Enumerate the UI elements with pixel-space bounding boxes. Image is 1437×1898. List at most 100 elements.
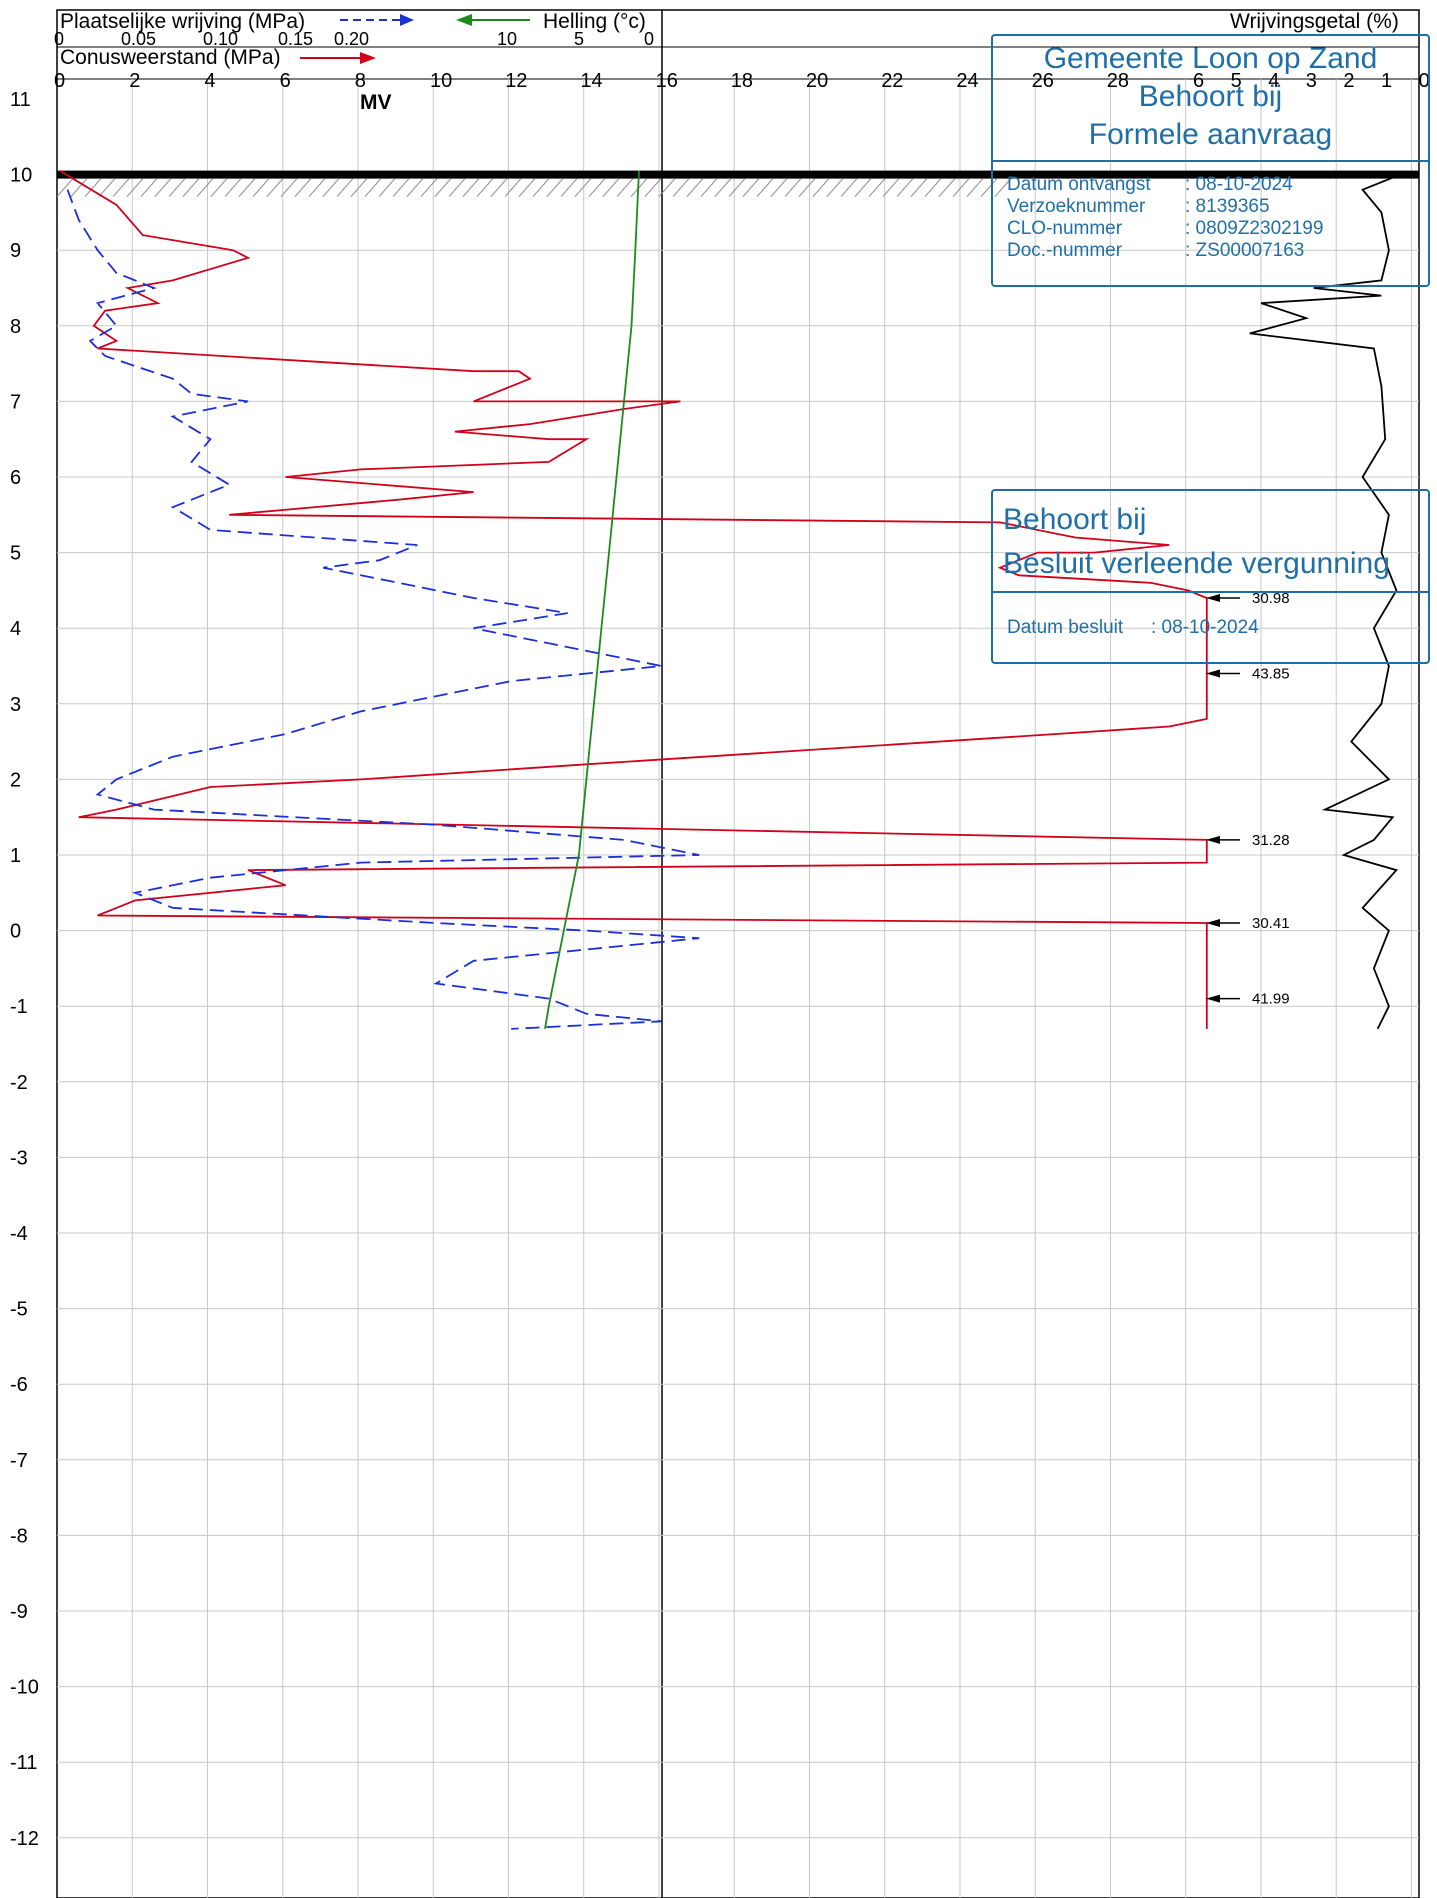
- surface-hatch-line: [840, 178, 858, 197]
- cone-tick-label: 26: [1032, 70, 1054, 92]
- stamp-clo-row: CLO-nummer : 0809Z2302199: [1007, 218, 1414, 240]
- depth-tick-label: 9: [10, 240, 21, 262]
- surface-hatch-line: [700, 178, 718, 197]
- cone-tick-label: 4: [204, 70, 215, 92]
- surface-hatch-line: [924, 178, 942, 197]
- surface-hatch-line: [658, 178, 676, 197]
- surface-hatch-line: [84, 178, 102, 197]
- depth-tick-label: 1: [10, 845, 21, 867]
- cone-resistance-line: [59, 170, 1208, 1029]
- depth-tick-label: 11: [10, 89, 31, 111]
- surface-hatch-line: [490, 178, 508, 197]
- surface-hatch-line: [756, 178, 774, 197]
- surface-hatch-line: [476, 178, 494, 197]
- incline-tick-label: 0: [644, 29, 654, 49]
- stamp-decision-date-key: Datum besluit: [1007, 617, 1124, 638]
- surface-hatch-line: [196, 178, 214, 197]
- surface-hatch-line: [504, 178, 522, 197]
- surface-hatch-line: [518, 178, 536, 197]
- cone-tick-label: 2: [129, 70, 140, 92]
- annotation-arrow: [1206, 669, 1220, 678]
- ratio-tick-label: 3: [1306, 70, 1317, 92]
- stamp-decision-details: Datum besluit : 08-10-2024: [993, 593, 1428, 663]
- stamp-doc-value: : ZS00007163: [1185, 240, 1305, 261]
- depth-tick-label: 5: [10, 543, 21, 565]
- surface-hatch-line: [560, 178, 578, 197]
- surface-hatch-line: [588, 178, 606, 197]
- cone-axis-title: Conusweerstand (MPa): [60, 46, 281, 69]
- ratio-axis-title: Wrijvingsgetal (%): [1230, 10, 1399, 33]
- surface-hatch-line: [770, 178, 788, 197]
- surface-hatch-line: [98, 178, 116, 197]
- surface-hatch-line: [140, 178, 158, 197]
- surface-hatch-line: [532, 178, 550, 197]
- cone-tick-label: 14: [580, 70, 602, 92]
- surface-hatch-line: [392, 178, 410, 197]
- stamp-decision-title: Besluit verleende vergunning: [1003, 547, 1390, 580]
- surface-hatch-line: [686, 178, 704, 197]
- cone-tick-label: 28: [1107, 70, 1129, 92]
- surface-hatch-line: [210, 178, 228, 197]
- annotation-value-label: 43.85: [1252, 666, 1290, 683]
- surface-hatch-line: [336, 178, 354, 197]
- surface-hatch-line: [350, 178, 368, 197]
- friction-legend-arrow: [400, 14, 414, 26]
- surface-hatch-line: [252, 178, 270, 197]
- stamp-doc-row: Doc.-nummer : ZS00007163: [1007, 240, 1414, 262]
- depth-tick-label: -2: [10, 1072, 28, 1094]
- surface-hatch-line: [182, 178, 200, 197]
- surface-hatch-line: [714, 178, 732, 197]
- friction-tick-label: 0.15: [278, 29, 313, 49]
- stamp-request-type: Formele aanvraag: [1088, 118, 1333, 151]
- stamp-received-key: Datum ontvangst: [1007, 174, 1151, 195]
- surface-hatch-line: [126, 178, 144, 197]
- depth-tick-label: -6: [10, 1374, 28, 1396]
- depth-tick-label: 8: [10, 316, 21, 338]
- surface-hatch-line: [798, 178, 816, 197]
- depth-tick-label: -7: [10, 1450, 28, 1472]
- cone-legend-arrow: [360, 52, 376, 64]
- plot-frame: [56, 9, 1420, 1898]
- surface-hatch-line: [308, 178, 326, 197]
- surface-hatch-line: [728, 178, 746, 197]
- surface-hatch-line: [672, 178, 690, 197]
- incline-line: [544, 170, 640, 1030]
- stamp-decision-header: Behoort bij Besluit verleende vergunning: [993, 491, 1428, 593]
- stamp-request-no-row: Verzoeknummer : 8139365: [1007, 196, 1414, 218]
- annotation-arrow: [1206, 994, 1220, 1003]
- surface-level-bar: [57, 170, 1419, 179]
- surface-hatch-line: [280, 178, 298, 197]
- surface-hatch-line: [616, 178, 634, 197]
- depth-tick-label: -10: [10, 1677, 39, 1699]
- cone-tick-label: 10: [430, 70, 452, 92]
- surface-hatch-line: [952, 178, 970, 197]
- stamp-doc-key: Doc.-nummer: [1007, 240, 1123, 261]
- stamp-decision-belongs-to: Behoort bij: [1003, 503, 1147, 536]
- surface-hatch-line: [364, 178, 382, 197]
- incline-tick-label: 5: [574, 29, 584, 49]
- surface-hatch-line: [322, 178, 340, 197]
- depth-tick-label: 0: [10, 921, 21, 943]
- depth-tick-label: -5: [10, 1299, 28, 1321]
- depth-tick-label: -3: [10, 1147, 28, 1169]
- friction-ratio-line: [1249, 173, 1401, 1030]
- ratio-tick-label: 6: [1193, 70, 1204, 92]
- surface-hatch-line: [154, 178, 172, 197]
- surface-hatch-line: [910, 178, 928, 197]
- stamp-received-value: : 08-10-2024: [1185, 174, 1293, 195]
- annotation-value-label: 30.41: [1252, 915, 1290, 932]
- stamp-received-row: Datum ontvangst : 08-10-2024: [1007, 174, 1414, 196]
- surface-hatch-line: [406, 178, 424, 197]
- ratio-tick-label: 1: [1381, 70, 1392, 92]
- cone-tick-label: 8: [355, 70, 366, 92]
- surface-hatch-line: [266, 178, 284, 197]
- stamp-clo-key: CLO-nummer: [1007, 218, 1123, 239]
- surface-hatch-line: [644, 178, 662, 197]
- annotation-value-label: 30.98: [1252, 590, 1290, 607]
- incline-tick-label: 10: [497, 29, 517, 49]
- surface-hatch-line: [224, 178, 242, 197]
- surface-hatch-line: [896, 178, 914, 197]
- depth-tick-label: 10: [10, 165, 32, 187]
- surface-hatch-line: [826, 178, 844, 197]
